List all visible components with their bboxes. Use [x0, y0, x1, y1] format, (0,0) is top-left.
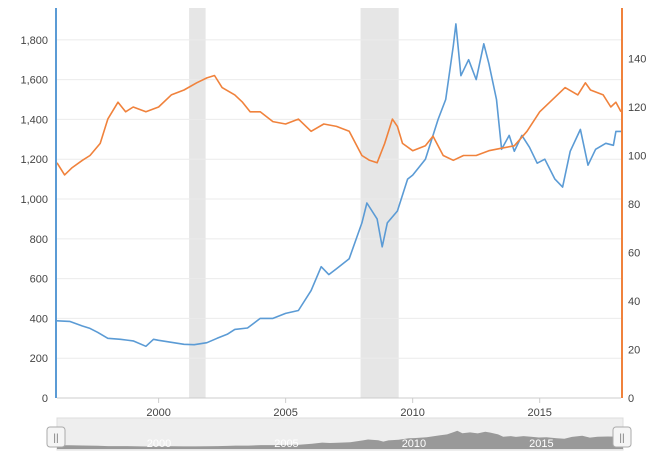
navigator-tick-label: 2010	[402, 438, 426, 450]
left-tick-label: 800	[30, 234, 48, 246]
left-axis-ticks: 0 200 400 600 800 1,000 1,200 1,400 1,600 1,800	[20, 35, 48, 405]
right-tick-label: 60	[628, 248, 640, 260]
x-tick-label: 2000	[146, 407, 170, 419]
navigator-right-handle[interactable]: ||	[612, 426, 632, 448]
left-tick-label: 1,800	[20, 35, 48, 47]
navigator-left-handle-glyph: ||	[53, 433, 58, 444]
gridlines	[57, 39, 621, 359]
left-axis-bar	[55, 8, 57, 398]
series-layer	[56, 23, 622, 348]
right-tick-label: 80	[628, 199, 640, 211]
left-tick-label: 1,200	[20, 154, 48, 166]
x-tick-label: 2005	[273, 407, 297, 419]
left-tick-label: 1,400	[20, 114, 48, 126]
right-tick-label: 20	[628, 345, 640, 357]
navigator-tick-label: 2015	[529, 438, 553, 450]
right-axis-ticks: 0 20 40 60 80 100 120 140	[628, 54, 646, 406]
navigator-tick-label: 2000	[147, 438, 171, 450]
right-tick-label: 140	[628, 54, 646, 66]
x-tick-label: 2015	[527, 407, 551, 419]
range-navigator[interactable]: 2000 2005 2010 2015 || ||	[46, 417, 632, 451]
right-tick-label: 0	[628, 393, 634, 405]
navigator-right-handle-glyph: ||	[619, 433, 624, 444]
left-tick-label: 200	[30, 353, 48, 365]
series-line-orange	[56, 74, 622, 176]
left-tick-label: 400	[30, 313, 48, 325]
right-axis-bar	[621, 8, 623, 398]
recession-band-0	[189, 8, 206, 398]
right-tick-label: 120	[628, 102, 646, 114]
left-tick-label: 0	[42, 393, 48, 405]
x-axis-ticks: 2000 2005 2010 2015	[146, 398, 552, 419]
navigator-ticks: 2000 2005 2010 2015	[147, 438, 554, 450]
left-tick-label: 600	[30, 274, 48, 286]
left-tick-label: 1,000	[20, 194, 48, 206]
right-tick-label: 40	[628, 296, 640, 308]
series-line-blue	[56, 23, 621, 348]
navigator-series-area	[57, 430, 623, 449]
left-tick-label: 1,600	[20, 75, 48, 87]
right-tick-label: 100	[628, 151, 646, 163]
navigator-tick-label: 2005	[274, 438, 298, 450]
x-tick-label: 2010	[400, 407, 424, 419]
navigator-left-handle[interactable]: ||	[46, 426, 66, 448]
